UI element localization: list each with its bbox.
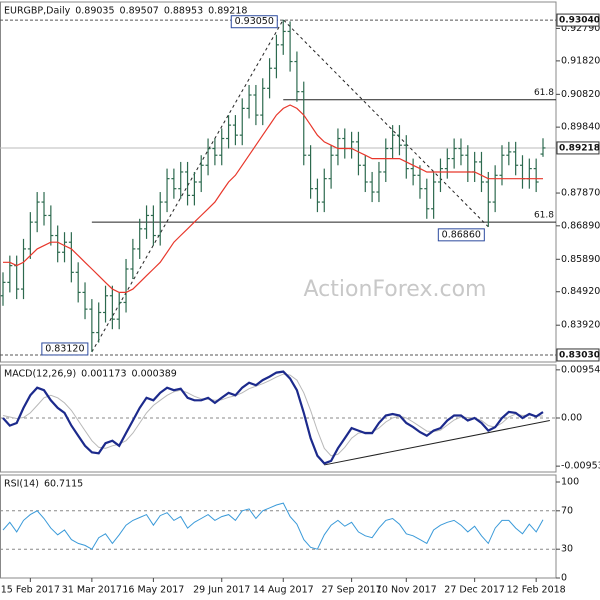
swing-label: 0.83120	[45, 343, 84, 354]
y-tick-label: 0.92790	[561, 23, 600, 34]
level-label: 0.83030	[559, 350, 600, 360]
x-tick-label: 10 Nov 2017	[376, 585, 437, 596]
y-tick-label: 30	[561, 544, 573, 555]
y-tick-label: -0.009538	[561, 461, 600, 472]
level-box	[556, 141, 600, 155]
y-tick-label: 0.86890	[561, 220, 600, 231]
header-value: 0.000389	[132, 369, 177, 380]
panel-frame	[0, 364, 557, 473]
swing-box	[437, 228, 485, 242]
panel-title: MACD(12,26,9)	[4, 369, 76, 380]
rsi-line	[2, 502, 544, 550]
panel-frame	[0, 1, 557, 363]
header-value: 60.7115	[44, 479, 83, 490]
y-tick-label: 0.90820	[561, 89, 600, 100]
y-tick-label: 0.83920	[561, 320, 600, 331]
panel-title: EURGBP,Daily	[4, 6, 71, 17]
y-tick-label: 0.00	[561, 412, 582, 423]
moving-average	[3, 104, 543, 293]
trendline	[324, 420, 550, 466]
y-tick-label: 0.87870	[561, 188, 600, 199]
y-tick-label: 0.00954	[561, 364, 600, 375]
signal-line	[2, 373, 543, 457]
y-tick-label: 0.89840	[561, 122, 600, 133]
macd-line	[2, 370, 544, 465]
x-tick-label: 12 Feb 2018	[507, 585, 566, 596]
header-value: 0.89218	[208, 6, 247, 17]
swing-box	[230, 15, 278, 29]
panel-frame	[0, 474, 557, 579]
x-tick-label: 27 Dec 2017	[444, 585, 505, 596]
y-tick-label: 0	[561, 573, 567, 584]
x-tick-label: 16 May 2017	[122, 585, 184, 596]
watermark: ActionForex.com	[304, 277, 487, 302]
y-tick-label: 70	[561, 505, 573, 516]
y-tick-label: 100	[561, 477, 579, 488]
swing-label: 0.93050	[235, 16, 274, 27]
y-tick-label: 0.84920	[561, 286, 600, 297]
fib-label: 61.8	[534, 211, 554, 221]
level-box	[556, 13, 600, 27]
x-tick-label: 14 Aug 2017	[253, 585, 314, 596]
swing-label: 0.86860	[442, 229, 481, 240]
header-value: 0.89507	[120, 6, 159, 17]
y-tick-label: 0.85890	[561, 254, 600, 265]
level-label: 0.93040	[559, 16, 600, 26]
header-value: 0.89035	[75, 6, 114, 17]
header-value: 0.001173	[81, 369, 126, 380]
x-tick-label: 29 Jun 2017	[193, 585, 250, 596]
zigzag	[91, 18, 489, 353]
panel-title: RSI(14)	[4, 479, 39, 490]
x-tick-label: 15 Feb 2017	[1, 585, 60, 596]
x-tick-label: 27 Sep 2017	[321, 585, 381, 596]
fib-label: 61.8	[534, 88, 554, 98]
level-label: 0.89218	[559, 143, 600, 153]
level-box	[556, 348, 600, 362]
x-tick-label: 31 Mar 2017	[62, 585, 122, 596]
y-tick-label: 0.91820	[561, 55, 600, 66]
header-value: 0.88953	[164, 6, 203, 17]
swing-box	[41, 342, 89, 356]
